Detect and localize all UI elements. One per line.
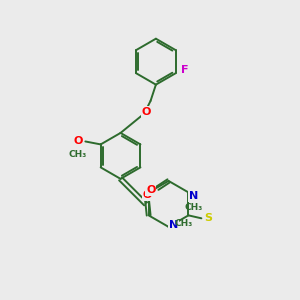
Text: CH₃: CH₃ xyxy=(69,150,87,159)
Text: F: F xyxy=(182,65,189,75)
Text: CH₃: CH₃ xyxy=(184,203,203,212)
Text: O: O xyxy=(142,190,152,200)
Text: S: S xyxy=(204,213,212,223)
Text: N: N xyxy=(169,220,178,230)
Text: O: O xyxy=(142,107,151,117)
Text: CH₃: CH₃ xyxy=(175,219,193,228)
Text: O: O xyxy=(73,136,82,146)
Text: O: O xyxy=(146,185,156,195)
Text: N: N xyxy=(189,191,198,201)
